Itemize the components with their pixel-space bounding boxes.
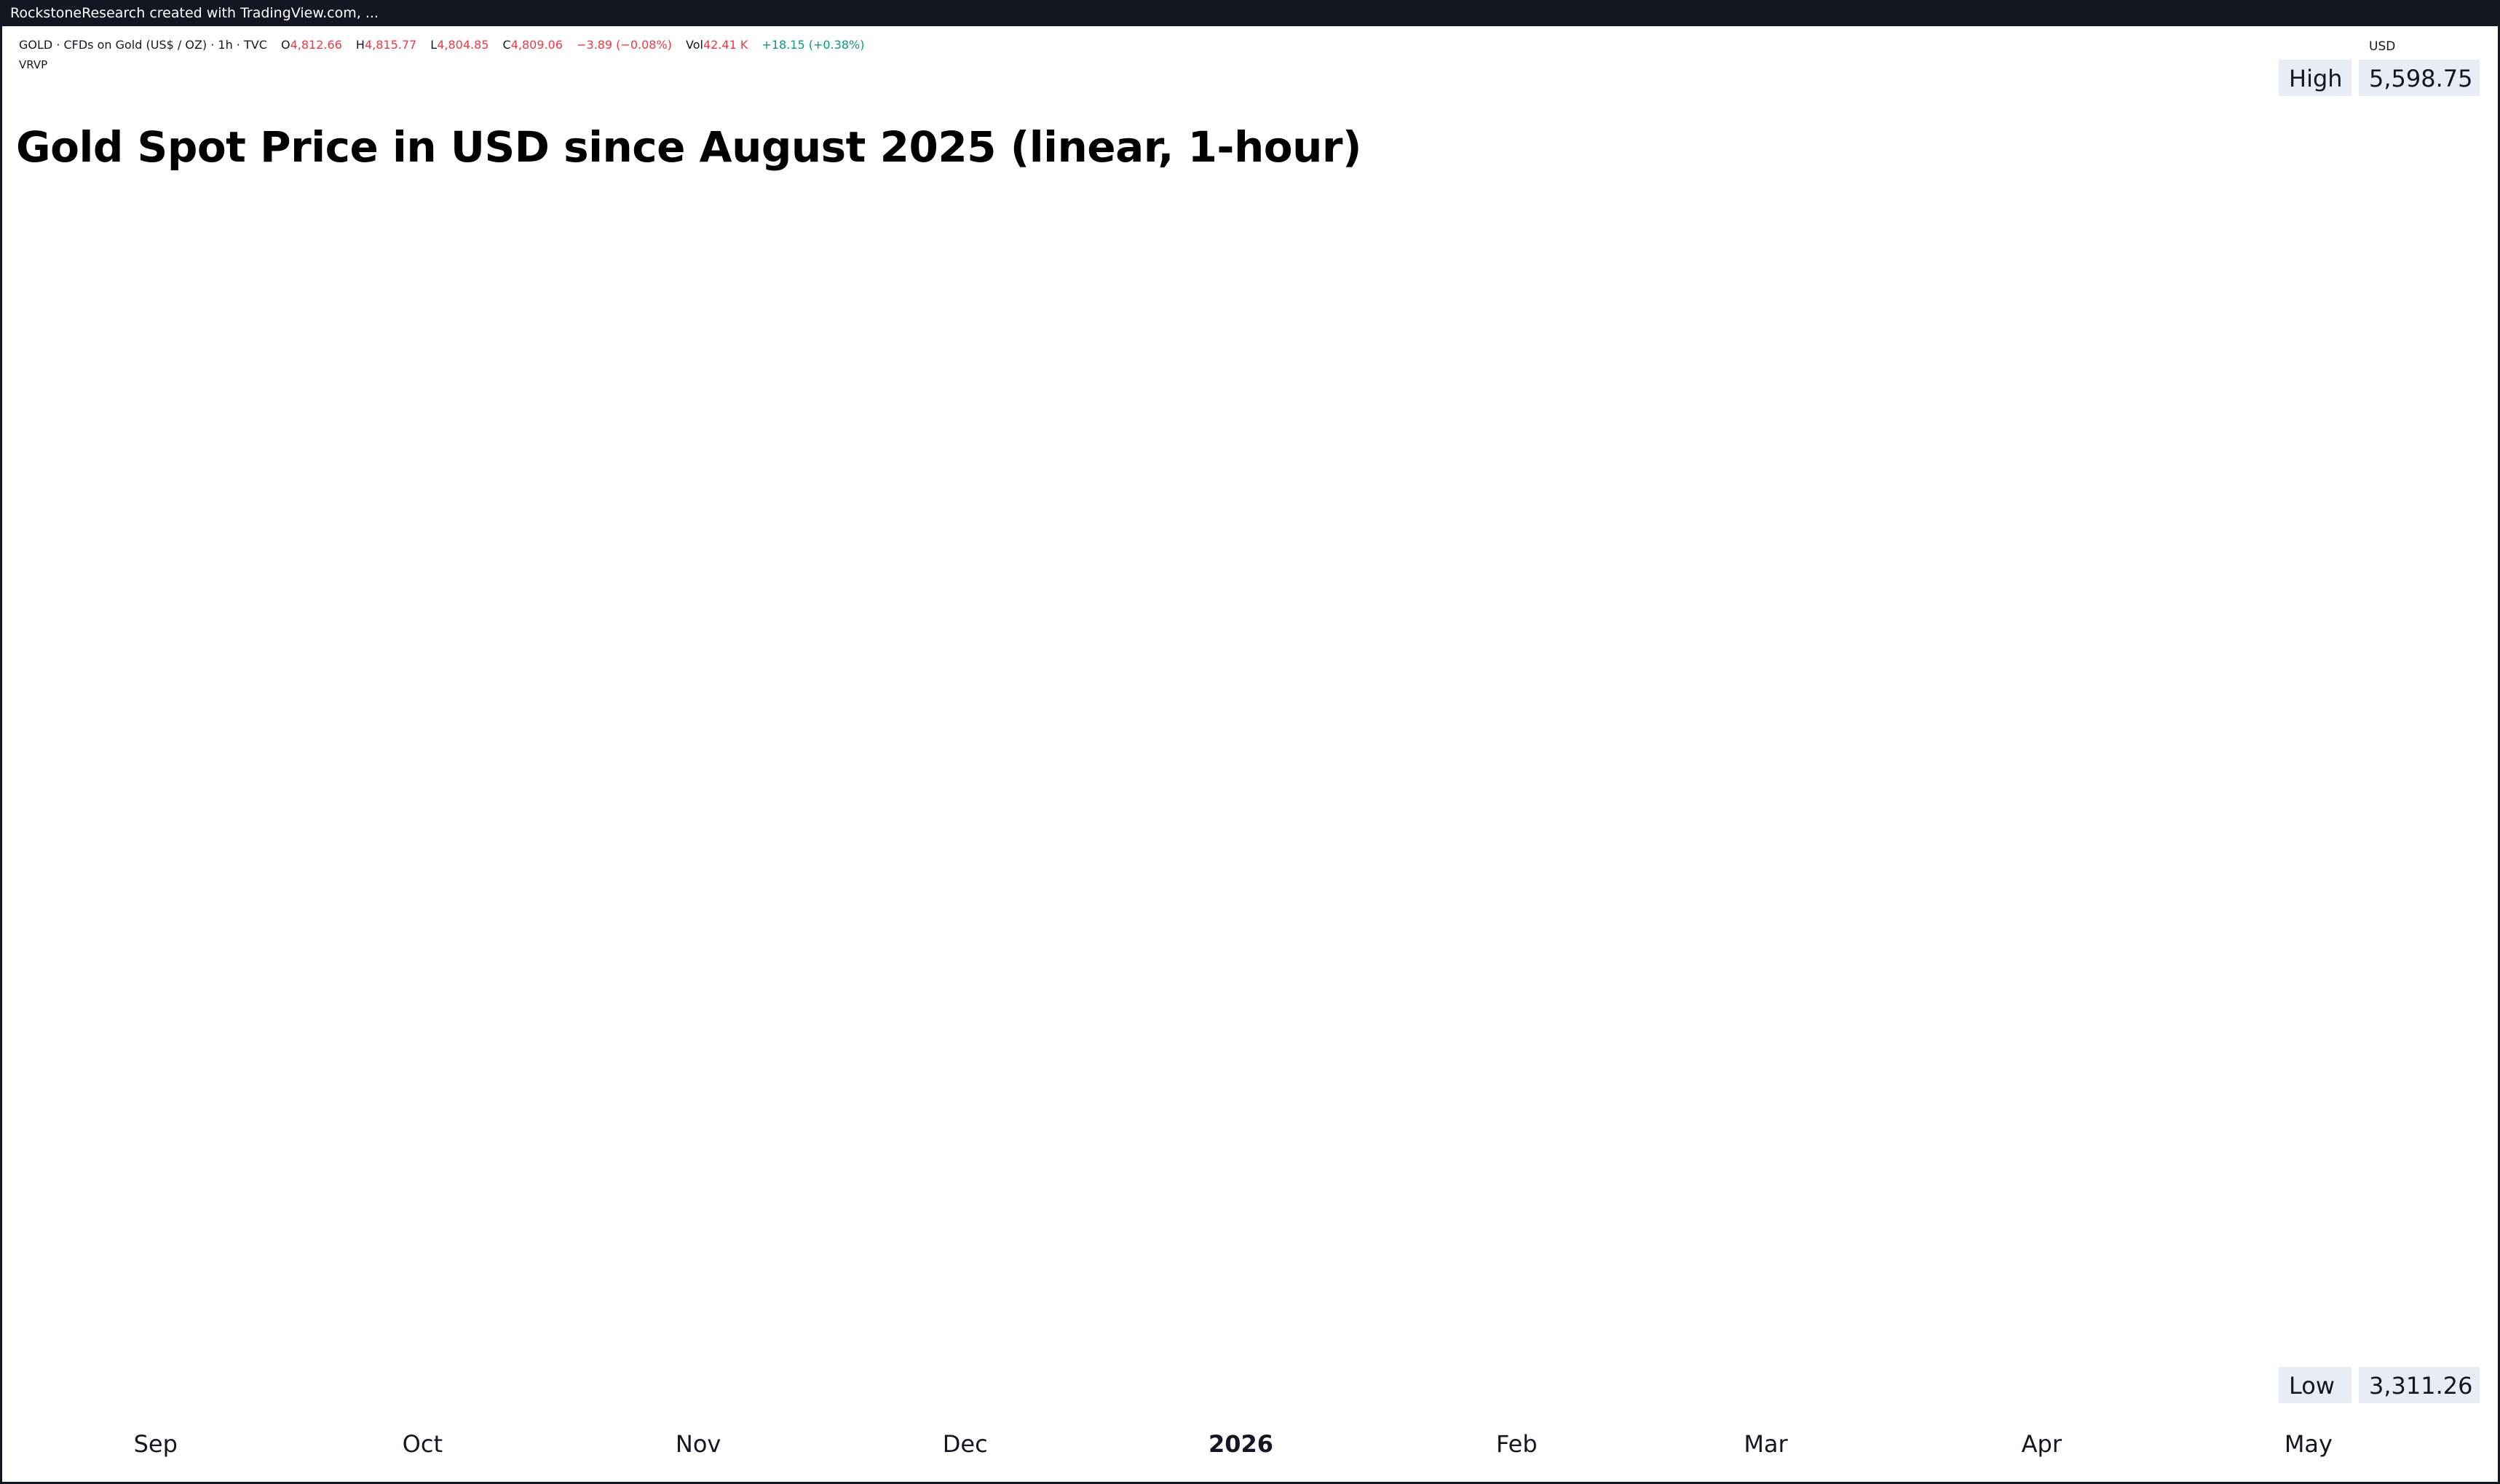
volume-change-value: +18.15 (+0.38%)	[762, 38, 865, 52]
open-value: 4,812.66	[290, 38, 342, 52]
time-tick-label: Nov	[676, 1430, 721, 1458]
indicator-label[interactable]: VRVP	[19, 58, 48, 71]
time-tick-label: Sep	[134, 1430, 178, 1458]
low-label: Low	[2289, 1372, 2335, 1400]
chart-title: Gold Spot Price in USD since August 2025…	[16, 122, 1362, 172]
high-label-bg	[2279, 60, 2351, 96]
attribution-bar: RockstoneResearch created with TradingVi…	[0, 0, 2500, 26]
low-value-bg	[2359, 1367, 2480, 1403]
low-label: L	[430, 38, 438, 52]
time-tick-label: Mar	[1744, 1430, 1788, 1458]
time-tick-label: May	[2285, 1430, 2333, 1458]
symbol-name[interactable]: GOLD · CFDs on Gold (US$ / OZ) · 1h · TV…	[19, 38, 267, 52]
time-axis-group: Sep Oct Nov Dec 2026 Feb Mar Apr May	[134, 1430, 2333, 1458]
high-value: 5,598.75	[2369, 65, 2473, 92]
low-value: 3,311.26	[2369, 1372, 2473, 1400]
chart-frame	[0, 26, 2500, 1484]
time-tick-label: Feb	[1496, 1430, 1538, 1458]
close-label: C	[502, 38, 511, 52]
time-tick-label: Apr	[2022, 1430, 2062, 1458]
low-label-bg	[2279, 1367, 2351, 1403]
close-value: 4,809.06	[510, 38, 563, 52]
high-value-bg	[2359, 60, 2480, 96]
high-label: H	[355, 38, 365, 52]
change-value: −3.89 (−0.08%)	[577, 38, 672, 52]
high-value: 4,815.77	[364, 38, 417, 52]
price-tags-group: 5,597.805,377.355,201.775,045.714,883.78…	[2279, 60, 2480, 1403]
high-label: High	[2289, 65, 2343, 92]
symbol-legend: GOLD · CFDs on Gold (US$ / OZ) · 1h · TV…	[19, 38, 864, 52]
open-label: O	[280, 38, 290, 52]
volume-label: Vol	[686, 38, 703, 52]
time-tick-label: Dec	[943, 1430, 988, 1458]
volume-value: 42.41 K	[703, 38, 748, 52]
attribution-text: RockstoneResearch created with TradingVi…	[10, 5, 379, 21]
currency-label: USD	[2369, 39, 2396, 54]
low-value: 4,804.85	[437, 38, 489, 52]
time-tick-label: 2026	[1209, 1430, 1273, 1458]
time-tick-label: Oct	[403, 1430, 443, 1458]
